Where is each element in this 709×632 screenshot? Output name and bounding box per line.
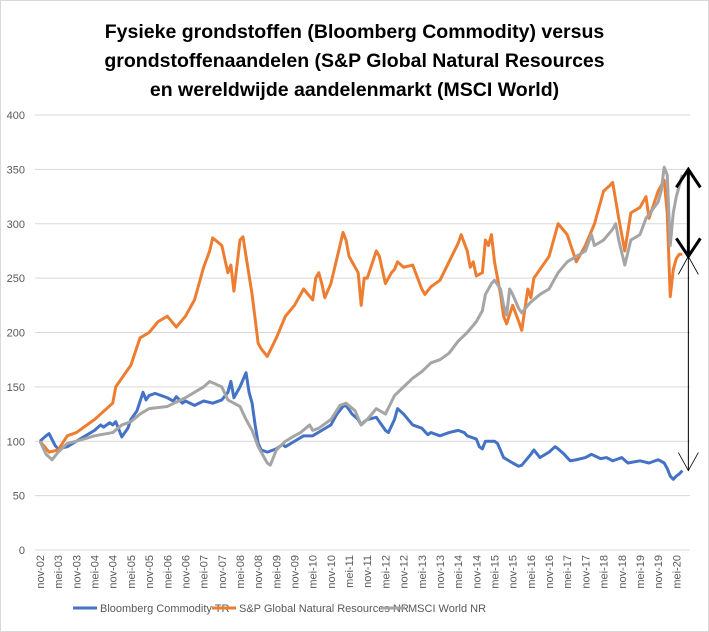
title-line-2: grondstoffenaandelen (S&P Global Natural… — [104, 50, 605, 72]
x-tick-label: nov-06 — [180, 555, 192, 589]
x-tick-label: nov-16 — [544, 555, 556, 589]
x-tick-label: mei-16 — [526, 555, 538, 589]
title-line-3: en wereldwijde aandelenmarkt (MSCI World… — [149, 79, 560, 101]
arrowhead-up-icon — [675, 166, 702, 189]
x-tick-label: mei-03 — [53, 555, 65, 589]
x-tick-label: mei-17 — [562, 555, 574, 589]
x-tick-label: mei-10 — [308, 555, 320, 589]
x-tick-label: nov-13 — [435, 555, 447, 589]
x-tick-label: nov-04 — [108, 555, 120, 589]
series-line-sp-gnr — [38, 178, 683, 454]
y-tick-label: 150 — [7, 382, 25, 394]
x-tick-label: mei-19 — [635, 555, 647, 589]
x-tick-label: mei-08 — [235, 555, 247, 589]
y-tick-label: 0 — [19, 545, 25, 557]
x-tick-label: nov-19 — [653, 555, 665, 589]
x-tick-label: nov-07 — [217, 555, 229, 589]
x-tick-label: mei-15 — [490, 555, 502, 589]
arrowhead-up-icon — [678, 255, 699, 275]
x-tick-label: mei-12 — [380, 555, 392, 589]
x-tick-label: mei-07 — [199, 555, 211, 589]
x-tick-label: nov-11 — [362, 555, 374, 588]
arrowhead-down-icon — [678, 452, 699, 472]
x-tick-label: nov-18 — [617, 555, 629, 589]
x-tick-label: nov-09 — [290, 555, 302, 589]
legend-label: MSCI World NR — [408, 603, 486, 615]
x-tick-label: mei-11 — [344, 555, 356, 588]
x-tick-label: nov-15 — [508, 555, 520, 589]
x-tick-label: nov-08 — [253, 555, 265, 589]
x-tick-label: nov-03 — [71, 555, 83, 589]
x-tick-label: mei-13 — [417, 555, 429, 589]
x-tick-label: mei-18 — [599, 555, 611, 589]
series-line-msci-world — [38, 165, 684, 467]
y-tick-label: 400 — [7, 110, 25, 122]
legend-label: S&P Global Natural Resources NR — [239, 603, 409, 615]
x-tick-label: nov-14 — [471, 555, 483, 589]
x-tick-label: nov-02 — [35, 555, 47, 589]
title-line-1: Fysieke grondstoffen (Bloomberg Commodit… — [104, 21, 605, 43]
x-tick-label: mei-05 — [126, 555, 138, 589]
y-tick-label: 350 — [7, 164, 25, 176]
y-tick-label: 50 — [13, 491, 25, 503]
y-tick-label: 250 — [7, 273, 25, 285]
x-tick-label: nov-10 — [326, 555, 338, 589]
x-tick-label: nov-05 — [144, 555, 156, 589]
x-tick-label: nov-12 — [399, 555, 411, 589]
x-tick-label: mei-09 — [271, 555, 283, 589]
x-tick-label: nov-17 — [580, 555, 592, 589]
chart-title: Fysieke grondstoffen (Bloomberg Commodit… — [0, 18, 709, 105]
y-tick-label: 200 — [7, 328, 25, 340]
x-tick-label: mei-06 — [162, 555, 174, 589]
y-tick-label: 300 — [7, 219, 25, 231]
x-tick-label: mei-04 — [90, 555, 102, 589]
y-tick-label: 100 — [7, 436, 25, 448]
x-tick-label: mei-20 — [671, 555, 683, 589]
x-tick-label: mei-14 — [453, 555, 465, 589]
legend-label: Bloomberg Commodity TR — [100, 603, 229, 615]
